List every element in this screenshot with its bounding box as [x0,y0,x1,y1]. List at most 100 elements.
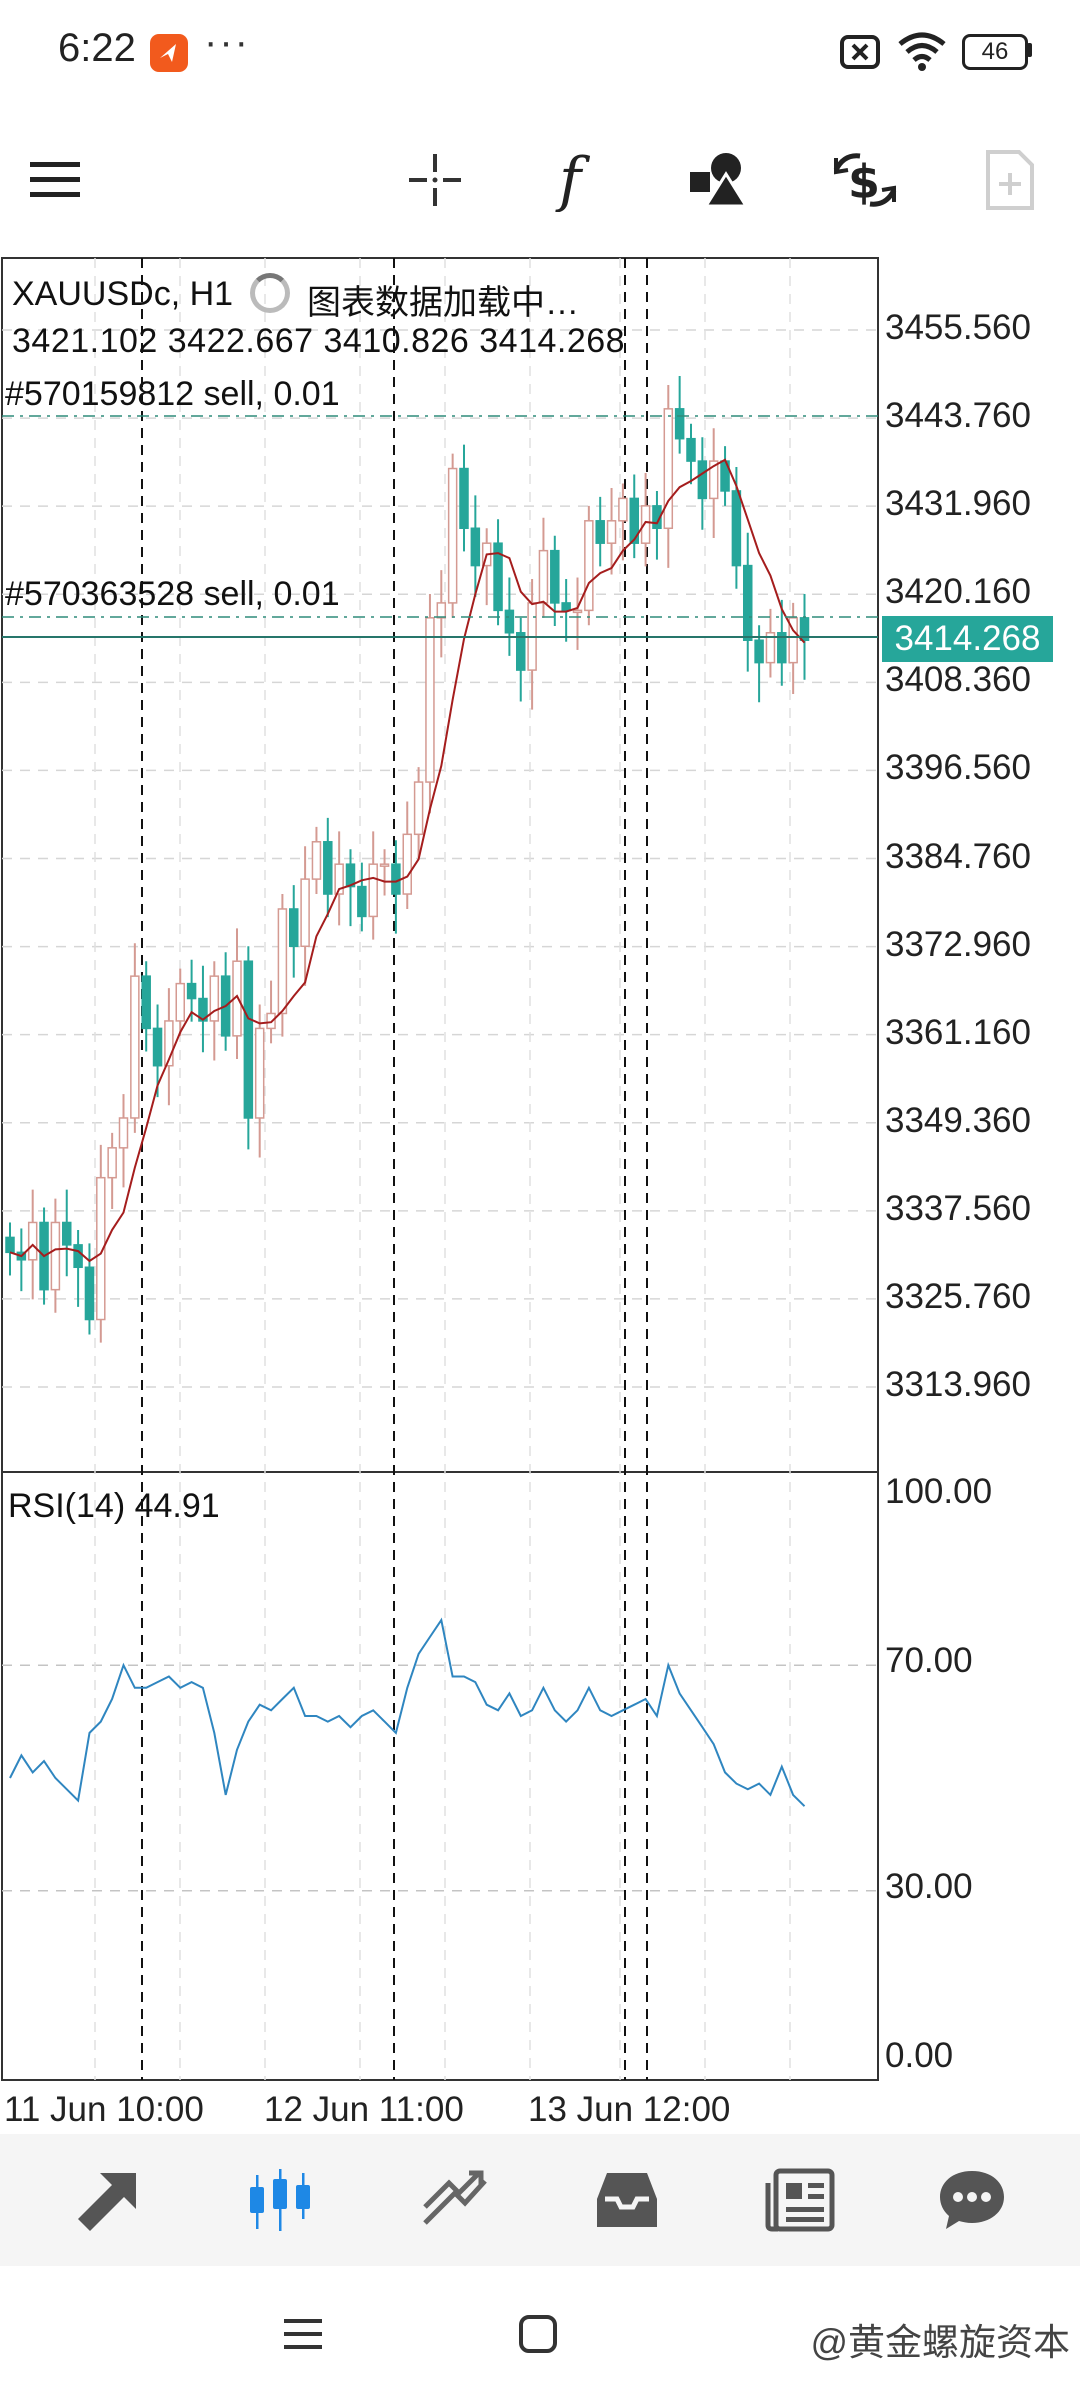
candle-body [62,1221,72,1246]
price-label: 3408.360 [885,660,1031,700]
candle-body [663,408,674,530]
price-label: 3361.160 [885,1012,1031,1052]
price-label: 3337.560 [885,1188,1031,1228]
news-icon[interactable] [750,2152,850,2248]
candle-body [141,975,151,1030]
candle-body [765,632,776,664]
candle-body [413,781,424,836]
indicators-icon[interactable]: f [533,130,623,230]
wifi-icon [898,32,946,71]
battery-icon: 46 [962,34,1028,70]
candle-body [130,975,140,1119]
candle-body [402,833,412,895]
candle-body [538,549,549,604]
candle-body [277,908,288,1015]
price-label: 3420.160 [885,572,1031,612]
candle-body [391,863,401,895]
candle-body [504,609,515,634]
svg-text:$: $ [848,155,880,209]
history-icon[interactable] [577,2152,677,2248]
candle-body [470,527,481,567]
candle-body [674,408,685,440]
quotes-icon[interactable] [56,2152,156,2248]
rsi-line [9,1617,806,1807]
candle-body [686,437,696,462]
app-notification-icon [150,34,188,72]
price-label: 3349.360 [885,1100,1031,1140]
current-price-badge: 3414.268 [882,616,1053,662]
loading-spinner-icon [250,273,290,313]
candle-body [640,505,651,544]
candle-body [425,617,435,783]
candle-body [595,520,605,544]
candle-body [743,564,753,641]
candle-body [799,617,810,641]
rsi-label: 100.00 [885,1472,993,1511]
trade-tab-icon[interactable] [405,2152,505,2248]
chart-overlays [2,415,878,638]
candle-body [708,460,719,500]
price-chart[interactable] [0,0,1080,2134]
candle-body [5,1236,15,1254]
date-label: 12 Jun 11:00 [264,2090,464,2129]
candle-body [368,863,378,918]
candle-body [107,1147,117,1179]
candle-body [198,997,208,1022]
candle-body [697,460,708,500]
candle-body [254,1027,265,1119]
chart-icon[interactable] [230,2152,330,2248]
rsi-label: 70.00 [885,1641,973,1681]
moving-average-line [9,458,806,1263]
price-label: 3313.960 [885,1365,1031,1404]
candle-body [300,878,310,948]
price-label: 3431.960 [885,484,1031,524]
price-label: 3372.960 [885,924,1031,964]
candle-body [777,632,787,664]
chart-symbol-label: XAUUSDc, H1 [12,275,234,313]
objects-icon[interactable] [675,130,765,230]
candle-body [629,497,639,544]
battery-level: 46 [981,38,1009,65]
candle-body [334,863,344,895]
rsi-label: 30.00 [885,1866,973,1906]
watermark-text: @黄金螺旋资本 [810,2322,1070,2363]
new-order-icon[interactable] [965,130,1055,230]
candle-body [27,1221,38,1261]
candle-body [118,1117,129,1149]
order-label-1[interactable]: #570159812 sell, 0.01 [5,375,340,413]
candle-body [73,1244,83,1269]
status-icons: 46 [840,30,1070,78]
candle-body [186,982,197,1000]
order-label-2[interactable]: #570363528 sell, 0.01 [5,575,340,613]
candle-body [175,982,185,1022]
candle-body [243,960,254,1119]
candle-body [289,908,299,948]
trade-icon[interactable]: $ [820,130,910,230]
date-label: 13 Jun 12:00 [528,2090,731,2129]
chart-frame [1,257,879,2081]
candle-body [572,609,583,614]
candle-body [606,520,617,544]
rsi-title: RSI(14) 44.91 [8,1487,220,1525]
candle-body [584,520,594,612]
price-label: 3455.560 [885,308,1031,347]
candle-body [209,975,220,1022]
candle-body [493,542,503,612]
crosshair-icon[interactable] [390,130,480,230]
sim-off-icon [840,35,880,69]
menu-icon[interactable] [10,130,100,230]
date-label: 11 Jun 10:00 [4,2090,204,2129]
price-label: 3384.760 [885,836,1031,876]
messages-icon[interactable] [922,2152,1022,2248]
candle-body [618,497,628,522]
candle-body [164,1020,174,1067]
candle-body [561,602,571,612]
status-time: 6:22 [58,26,136,70]
recent-apps-icon[interactable] [282,2316,324,2357]
candle-body [754,639,764,664]
candle-body [357,885,367,918]
candle-body [345,863,356,888]
chart-grid [1,257,879,2081]
home-icon[interactable] [518,2314,558,2359]
ohlc-values: 3421.102 3422.667 3410.826 3414.268 [12,322,626,360]
